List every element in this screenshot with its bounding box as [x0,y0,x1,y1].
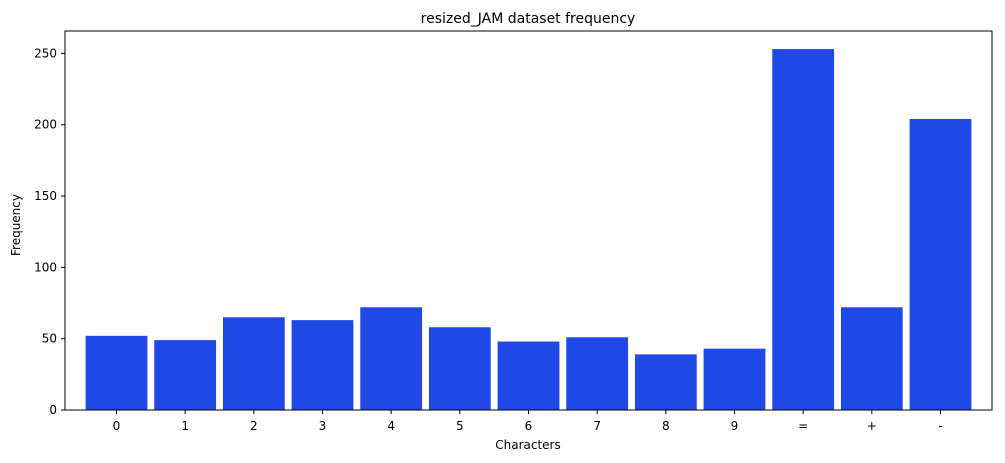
y-tick-label: 50 [42,332,57,346]
bar-1 [154,340,217,410]
bar-3 [291,320,354,410]
x-axis-label: Characters [495,438,561,452]
bar-10 [772,49,835,411]
x-tick-label: + [867,419,877,433]
x-tick-label: 8 [662,419,670,433]
bar-4 [360,307,423,410]
bar-0 [85,335,148,410]
y-tick-label: 150 [34,189,57,203]
x-tick-label: = [798,419,808,433]
bar-11 [840,307,903,410]
bar-12 [909,119,972,410]
bar-6 [497,341,560,410]
y-tick-label: 250 [34,46,57,60]
x-tick-label: 7 [593,419,601,433]
x-tick-label: 3 [319,419,327,433]
bar-2 [222,317,285,410]
bars-group [85,49,972,411]
bar-9 [703,348,766,410]
bar-5 [428,327,491,410]
y-tick-label: 100 [34,260,57,274]
y-axis-label: Frequency [9,194,23,256]
plot-frame [64,30,993,411]
x-tick-label: - [938,419,942,433]
bar-8 [634,354,697,410]
x-tick-label: 9 [731,419,739,433]
x-tick-label: 6 [525,419,533,433]
x-tick-label: 1 [181,419,189,433]
x-tick-label: 0 [113,419,121,433]
x-axis-ticks: 0 1 2 3 4 5 6 7 8 9 = + - [113,410,943,433]
y-tick-label: 200 [34,118,57,132]
x-tick-label: 5 [456,419,464,433]
y-axis-ticks: 0 50 100 150 200 250 [34,46,65,417]
x-tick-label: 4 [387,419,395,433]
x-tick-label: 2 [250,419,258,433]
y-tick-label: 0 [49,403,57,417]
chart-title: resized_JAM dataset frequency [421,11,636,27]
bar-7 [566,337,629,410]
